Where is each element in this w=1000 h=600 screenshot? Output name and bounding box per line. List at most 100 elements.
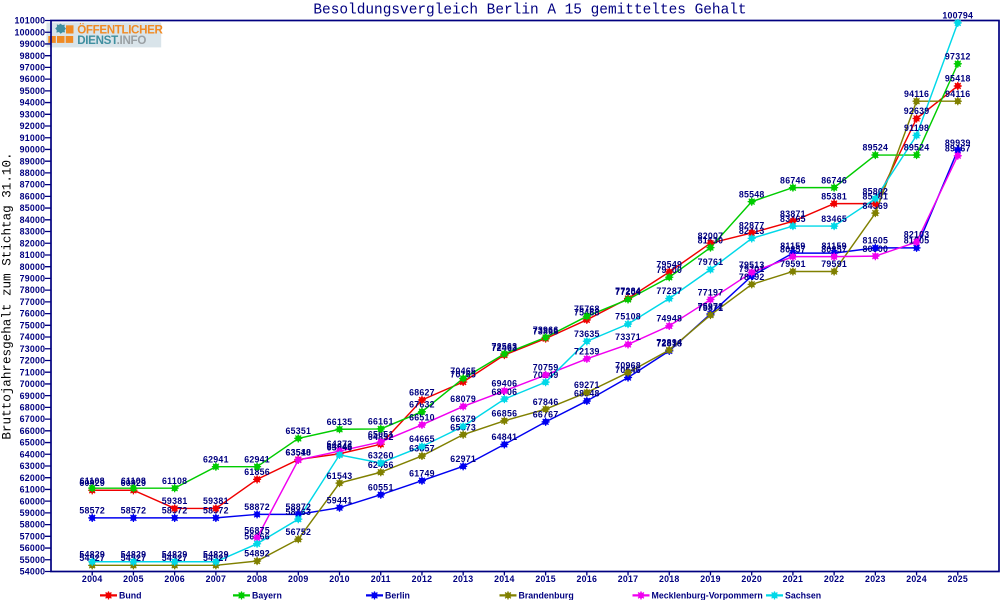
- svg-text:61543: 61543: [327, 471, 353, 481]
- svg-text:73866: 73866: [533, 326, 559, 336]
- svg-text:87000: 87000: [20, 180, 46, 190]
- svg-text:74948: 74948: [656, 314, 682, 324]
- svg-text:64841: 64841: [492, 432, 518, 442]
- svg-text:81000: 81000: [20, 250, 46, 260]
- svg-text:63260: 63260: [368, 451, 394, 461]
- svg-text:2018: 2018: [659, 574, 680, 584]
- svg-text:70000: 70000: [20, 379, 46, 389]
- svg-text:DIENST.INFO: DIENST.INFO: [77, 34, 146, 47]
- svg-text:83871: 83871: [780, 209, 806, 219]
- svg-text:66161: 66161: [368, 417, 394, 427]
- svg-text:85548: 85548: [739, 189, 765, 199]
- svg-text:2016: 2016: [577, 574, 598, 584]
- svg-text:84000: 84000: [20, 215, 46, 225]
- svg-text:58872: 58872: [285, 502, 311, 512]
- svg-text:2007: 2007: [206, 574, 227, 584]
- svg-text:72000: 72000: [20, 356, 46, 366]
- svg-text:62000: 62000: [20, 473, 46, 483]
- svg-text:96000: 96000: [20, 74, 46, 84]
- svg-text:Sachsen: Sachsen: [785, 591, 821, 600]
- svg-text:95000: 95000: [20, 86, 46, 96]
- svg-text:72818: 72818: [656, 339, 682, 349]
- svg-text:64000: 64000: [20, 449, 46, 459]
- svg-text:66000: 66000: [20, 426, 46, 436]
- svg-text:69271: 69271: [574, 380, 600, 390]
- svg-text:55000: 55000: [20, 555, 46, 565]
- svg-text:61856: 61856: [244, 467, 270, 477]
- svg-text:66767: 66767: [533, 410, 559, 420]
- svg-text:91198: 91198: [904, 123, 929, 133]
- svg-text:2025: 2025: [947, 574, 968, 584]
- svg-text:56875: 56875: [244, 526, 270, 536]
- svg-text:2015: 2015: [535, 574, 556, 584]
- svg-text:60929: 60929: [121, 478, 147, 488]
- svg-text:Berlin: Berlin: [385, 591, 410, 600]
- svg-text:Bund: Bund: [119, 591, 141, 600]
- svg-text:54829: 54829: [162, 549, 188, 559]
- svg-text:ÖFFENTLICHER: ÖFFENTLICHER: [77, 23, 163, 36]
- svg-text:65051: 65051: [368, 430, 394, 440]
- svg-text:54000: 54000: [20, 567, 46, 577]
- svg-text:74000: 74000: [20, 332, 46, 342]
- svg-text:89524: 89524: [862, 143, 888, 153]
- svg-text:68079: 68079: [450, 394, 476, 404]
- svg-text:79513: 79513: [739, 260, 765, 270]
- svg-text:73635: 73635: [574, 329, 600, 339]
- svg-text:2008: 2008: [247, 574, 268, 584]
- svg-text:79591: 79591: [780, 259, 806, 269]
- svg-text:98000: 98000: [20, 51, 46, 61]
- svg-text:68000: 68000: [20, 402, 46, 412]
- svg-text:65351: 65351: [285, 426, 311, 436]
- svg-text:56752: 56752: [285, 527, 311, 537]
- svg-text:101000: 101000: [14, 16, 45, 26]
- svg-text:69000: 69000: [20, 391, 46, 401]
- svg-text:92639: 92639: [904, 106, 930, 116]
- svg-text:91000: 91000: [20, 133, 46, 143]
- svg-text:60000: 60000: [20, 496, 46, 506]
- svg-text:85381: 85381: [821, 191, 847, 201]
- svg-text:58572: 58572: [121, 506, 147, 516]
- svg-text:99000: 99000: [20, 39, 46, 49]
- svg-text:86746: 86746: [780, 175, 806, 185]
- svg-text:54829: 54829: [121, 549, 147, 559]
- svg-text:61749: 61749: [409, 468, 435, 478]
- svg-text:59000: 59000: [20, 508, 46, 518]
- svg-text:54829: 54829: [79, 549, 105, 559]
- svg-text:58872: 58872: [244, 502, 270, 512]
- svg-text:2004: 2004: [82, 574, 103, 584]
- svg-text:2017: 2017: [618, 574, 639, 584]
- svg-text:59381: 59381: [162, 496, 188, 506]
- svg-text:67846: 67846: [533, 397, 559, 407]
- svg-text:2019: 2019: [700, 574, 721, 584]
- svg-text:54829: 54829: [203, 549, 229, 559]
- svg-text:2006: 2006: [164, 574, 185, 584]
- svg-text:70968: 70968: [615, 360, 641, 370]
- svg-text:100794: 100794: [942, 11, 973, 21]
- svg-text:59441: 59441: [327, 495, 353, 505]
- svg-text:2014: 2014: [494, 574, 515, 584]
- svg-text:85000: 85000: [20, 203, 46, 213]
- svg-text:62941: 62941: [244, 454, 270, 464]
- svg-text:61108: 61108: [162, 476, 187, 486]
- svg-text:65000: 65000: [20, 438, 46, 448]
- svg-text:97312: 97312: [945, 51, 971, 61]
- svg-text:82103: 82103: [904, 230, 930, 240]
- svg-text:94000: 94000: [20, 98, 46, 108]
- svg-text:2010: 2010: [329, 574, 350, 584]
- svg-text:59381: 59381: [203, 496, 229, 506]
- svg-text:2022: 2022: [824, 574, 845, 584]
- svg-text:68627: 68627: [409, 388, 435, 398]
- svg-text:2021: 2021: [783, 574, 804, 584]
- svg-text:79000: 79000: [20, 274, 46, 284]
- svg-text:94116: 94116: [945, 89, 970, 99]
- svg-text:100000: 100000: [14, 27, 45, 37]
- svg-text:61108: 61108: [80, 476, 105, 486]
- svg-text:61108: 61108: [121, 476, 146, 486]
- svg-text:63548: 63548: [285, 447, 311, 457]
- svg-text:85802: 85802: [862, 186, 888, 196]
- svg-text:82877: 82877: [739, 221, 765, 231]
- svg-text:81159: 81159: [780, 241, 805, 251]
- svg-text:70465: 70465: [450, 366, 476, 376]
- svg-text:88000: 88000: [20, 168, 46, 178]
- svg-text:62971: 62971: [450, 454, 476, 464]
